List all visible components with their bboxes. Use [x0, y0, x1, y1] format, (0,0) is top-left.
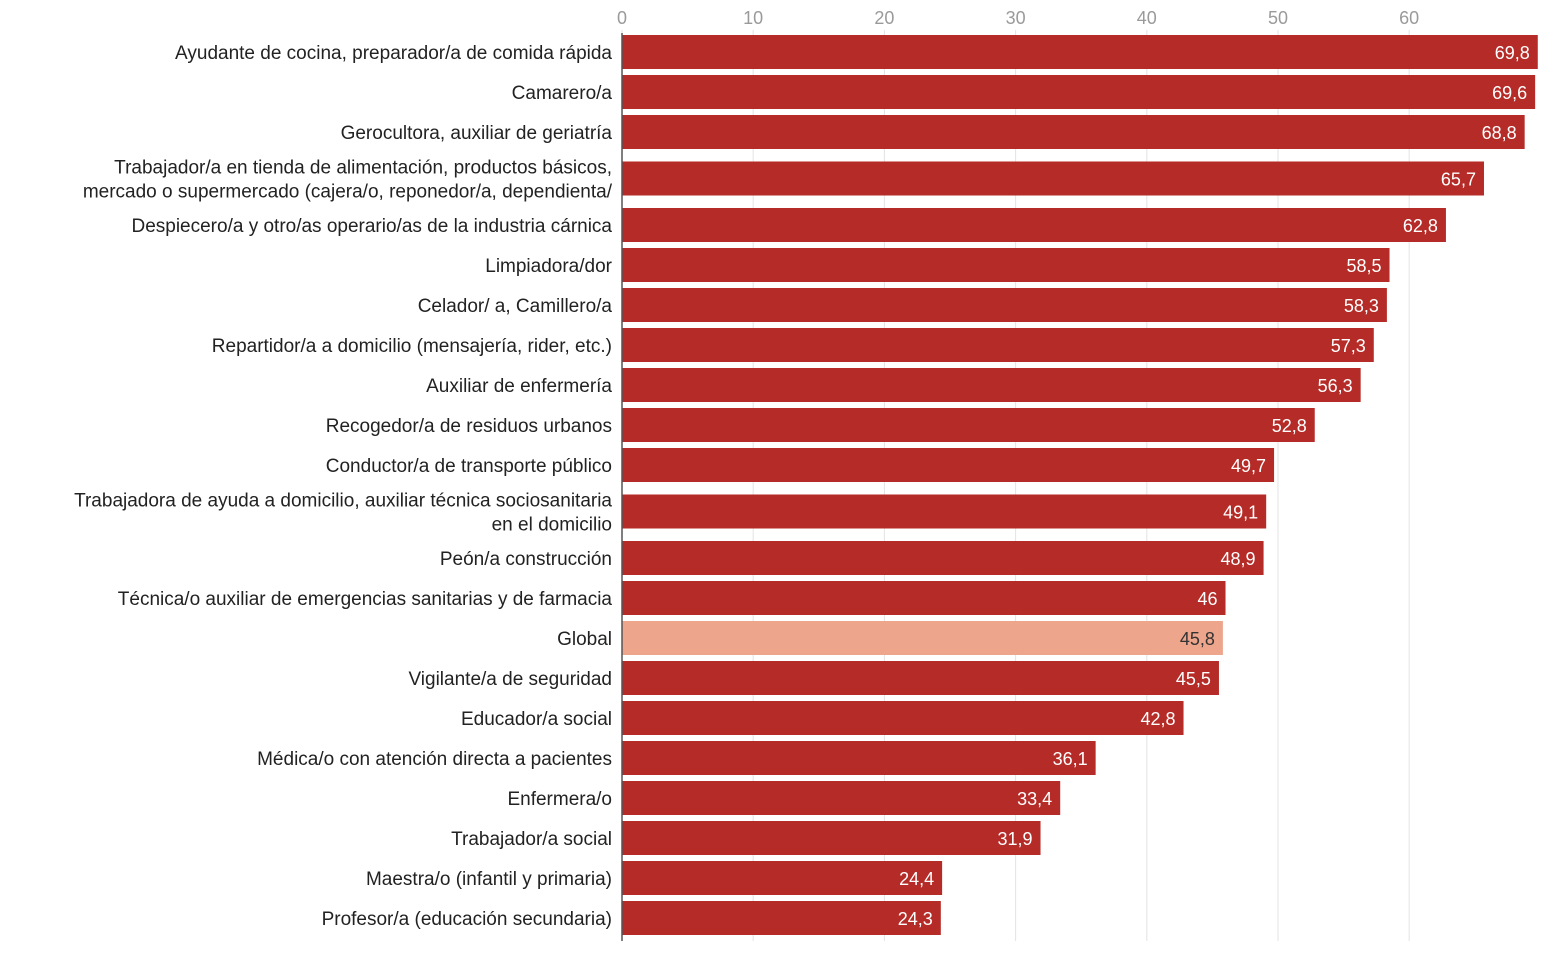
category-label: Despiecero/a y otro/as operario/as de la… [131, 216, 612, 237]
value-label: 58,5 [1346, 256, 1381, 276]
category-label: Celador/ a, Camillero/a [418, 296, 613, 317]
category-labels: Ayudante de cocina, preparador/a de comi… [74, 43, 613, 930]
category-label: mercado o supermercado (cajera/o, repone… [83, 182, 613, 203]
bar [622, 448, 1275, 482]
category-label: Técnica/o auxiliar de emergencias sanita… [118, 589, 613, 610]
bar [622, 368, 1361, 402]
x-tick-label: 10 [743, 8, 763, 28]
bar [622, 408, 1315, 442]
category-label: Camarero/a [512, 83, 613, 104]
bar [622, 75, 1536, 109]
bar [622, 208, 1446, 242]
bar [622, 741, 1096, 775]
category-label: Global [557, 629, 612, 650]
bar [622, 781, 1061, 815]
category-label: Conductor/a de transporte público [326, 456, 612, 477]
category-label: Trabajador/a en tienda de alimentación, … [114, 158, 612, 179]
bar [622, 821, 1041, 855]
category-label: Ayudante de cocina, preparador/a de comi… [175, 43, 612, 64]
bar [622, 661, 1219, 695]
bar-highlight [622, 621, 1223, 655]
category-label: Vigilante/a de seguridad [408, 669, 612, 690]
value-label: 45,8 [1180, 629, 1215, 649]
value-label: 24,4 [899, 869, 934, 889]
value-label: 62,8 [1403, 216, 1438, 236]
value-label: 58,3 [1344, 296, 1379, 316]
bar [622, 861, 943, 895]
bars [622, 35, 1538, 935]
value-label: 69,8 [1495, 43, 1530, 63]
category-label: Auxiliar de enfermería [426, 376, 612, 397]
bar [622, 541, 1264, 575]
x-tick-label: 20 [874, 8, 894, 28]
x-axis-ticks: 0 10 20 30 40 50 60 [617, 8, 1419, 28]
category-label: Trabajadora de ayuda a domicilio, auxili… [74, 491, 612, 512]
value-label: 49,7 [1231, 456, 1266, 476]
value-label: 46 [1197, 589, 1217, 609]
value-label: 24,3 [898, 909, 933, 929]
category-label: Trabajador/a social [451, 829, 612, 850]
value-label: 36,1 [1053, 749, 1088, 769]
bar [622, 581, 1226, 615]
category-label: Maestra/o (infantil y primaria) [366, 869, 612, 890]
bar [622, 901, 941, 935]
category-label: Gerocultora, auxiliar de geriatría [341, 123, 613, 144]
value-labels: 69,8 69,6 68,8 65,7 62,8 58,5 58,3 57,3 56,3 52,8… [898, 43, 1530, 929]
category-label: Peón/a construcción [440, 549, 612, 570]
value-label: 52,8 [1272, 416, 1307, 436]
bar [622, 288, 1387, 322]
bar [622, 248, 1390, 282]
bar [622, 328, 1374, 362]
value-label: 69,6 [1492, 83, 1527, 103]
value-label: 68,8 [1482, 123, 1517, 143]
bar [622, 161, 1484, 196]
value-label: 42,8 [1140, 709, 1175, 729]
value-label: 45,5 [1176, 669, 1211, 689]
value-label: 57,3 [1331, 336, 1366, 356]
category-label: Recogedor/a de residuos urbanos [326, 416, 612, 437]
x-tick-label: 60 [1399, 8, 1419, 28]
category-label: Profesor/a (educación secundaria) [322, 909, 612, 930]
bar [622, 701, 1184, 735]
bar [622, 115, 1525, 149]
category-label: Limpiadora/dor [485, 256, 612, 277]
value-label: 33,4 [1017, 789, 1052, 809]
bar [622, 35, 1538, 69]
value-label: 48,9 [1221, 549, 1256, 569]
x-tick-label: 50 [1268, 8, 1288, 28]
x-tick-label: 0 [617, 8, 627, 28]
category-label: Médica/o con atención directa a paciente… [257, 749, 612, 770]
bar [622, 494, 1267, 529]
value-label: 31,9 [997, 829, 1032, 849]
value-label: 65,7 [1441, 170, 1476, 190]
category-label: Enfermera/o [507, 789, 612, 810]
category-label: Repartidor/a a domicilio (mensajería, ri… [212, 336, 612, 357]
x-tick-label: 40 [1137, 8, 1157, 28]
category-label: Educador/a social [461, 709, 612, 730]
category-label: en el domicilio [492, 515, 612, 536]
x-tick-label: 30 [1006, 8, 1026, 28]
value-label: 56,3 [1318, 376, 1353, 396]
value-label: 49,1 [1223, 503, 1258, 523]
